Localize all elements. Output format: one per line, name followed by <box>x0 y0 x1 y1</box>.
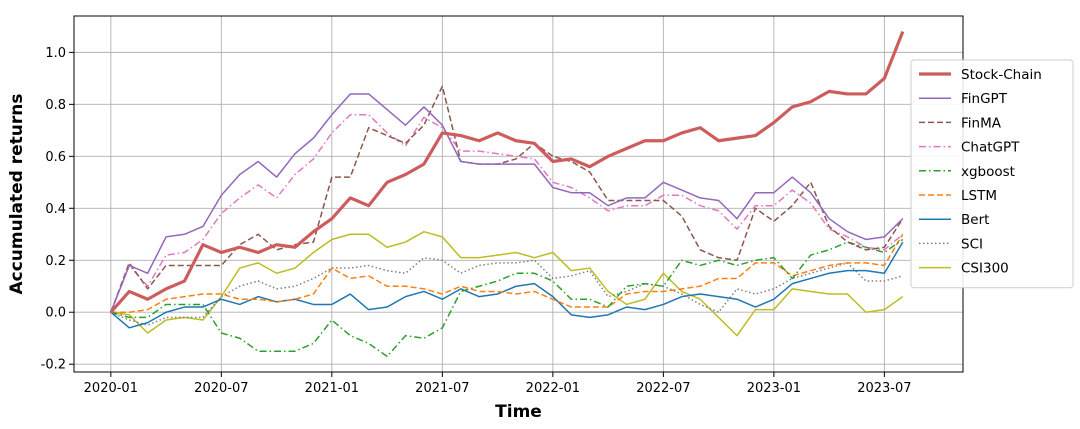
series-line-chatgpt <box>110 113 904 313</box>
legend-label: xgboost <box>961 164 1015 180</box>
legend-label: FinMA <box>961 115 1002 131</box>
series-line-finma <box>110 85 904 313</box>
series-line-xgboost <box>110 238 904 358</box>
series-line-sci <box>110 256 903 326</box>
legend-label: SCI <box>961 236 983 252</box>
legend-label: Stock-Chain <box>961 67 1042 83</box>
x-tick-label: 2021-01 <box>305 381 359 396</box>
x-axis-title: Time <box>495 402 542 422</box>
plot-frame <box>73 15 964 373</box>
x-tick-label: 2023-07 <box>857 381 911 396</box>
series-line-bert <box>110 241 904 329</box>
x-tick-label: 2020-07 <box>194 381 248 396</box>
series-line-fingpt <box>110 93 904 313</box>
y-axis-ticks: -0.2 0.0 0.2 0.4 0.6 0.8 1.0 <box>41 46 74 373</box>
x-tick-label: 2021-07 <box>415 381 469 396</box>
legend-label: CSI300 <box>961 261 1009 277</box>
x-tick-label: 2022-07 <box>636 381 690 396</box>
x-axis-ticks: 2020-01 2020-07 2021-01 2021-07 2022-01 2022-… <box>84 372 912 396</box>
legend-label: ChatGPT <box>961 140 1020 156</box>
y-tick-label: 0.0 <box>45 306 66 321</box>
series-line-stock-chain <box>109 31 905 314</box>
legend-label: LSTM <box>961 188 997 204</box>
x-tick-label: 2020-01 <box>84 381 138 396</box>
series-layer <box>109 31 905 358</box>
legend-label: Bert <box>961 212 989 228</box>
series-line-lstm <box>110 233 904 313</box>
y-axis-title: Accumulated returns <box>7 93 27 294</box>
legend: Stock-Chain FinGPT FinMA ChatGPT xgboost LSTM… <box>910 59 1074 289</box>
y-tick-label: -0.2 <box>41 358 66 373</box>
y-tick-label: 0.8 <box>45 98 66 113</box>
x-tick-label: 2023-01 <box>747 381 801 396</box>
y-tick-label: 0.2 <box>45 254 66 269</box>
legend-label: FinGPT <box>961 91 1008 107</box>
y-tick-label: 0.6 <box>45 150 66 165</box>
x-tick-label: 2022-01 <box>526 381 580 396</box>
y-tick-label: 1.0 <box>45 46 66 61</box>
legend-box <box>910 59 1074 289</box>
series-line-csi300 <box>110 230 904 337</box>
grid-layer <box>74 16 963 372</box>
y-tick-label: 0.4 <box>45 202 66 217</box>
